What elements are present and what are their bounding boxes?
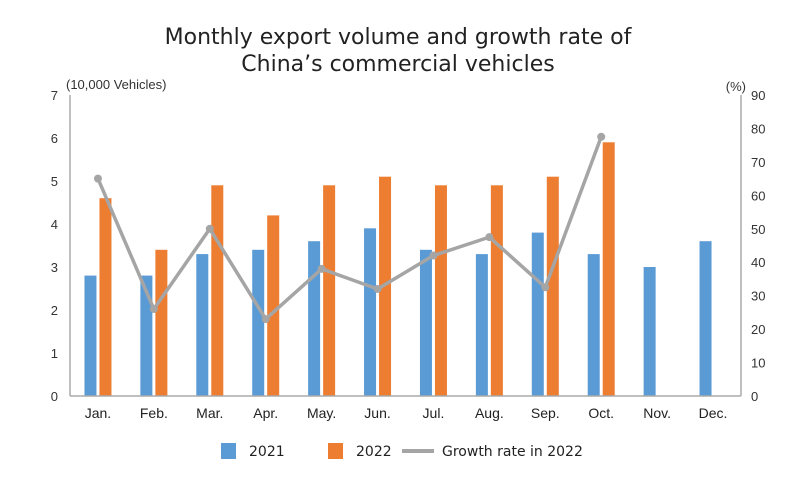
bar-2021 <box>587 254 600 396</box>
chart-title-line-2: China’s commercial vehicles <box>241 52 554 77</box>
x-tick-label: Aug. <box>475 405 504 421</box>
y-right-tick-label: 80 <box>751 121 765 136</box>
y-left-tick-label: 2 <box>51 303 58 318</box>
bar-2022 <box>546 176 559 396</box>
x-tick-label: Jan. <box>85 405 111 421</box>
growth-point <box>373 284 382 293</box>
bar-2021 <box>364 228 377 396</box>
growth-point <box>205 224 214 233</box>
x-tick-label: Dec. <box>699 405 728 421</box>
y-left-tick-label: 5 <box>51 174 58 189</box>
bar-2022 <box>267 215 280 396</box>
bar-2021 <box>308 241 321 396</box>
y-left-tick-label: 4 <box>51 217 58 232</box>
y-right-tick-label: 90 <box>751 88 765 103</box>
growth-point <box>541 283 550 292</box>
growth-point <box>317 264 326 273</box>
legend: 2021 2022 Growth rate in 2022 <box>221 443 583 460</box>
y-right-tick-label: 70 <box>751 155 765 170</box>
bar-2022 <box>99 198 112 396</box>
y-right-unit: (%) <box>726 79 746 94</box>
bar-2021 <box>84 275 97 396</box>
bar-2022 <box>155 249 168 396</box>
bar-2021 <box>419 249 432 396</box>
x-tick-label: Sep. <box>531 405 560 421</box>
bar-2022 <box>434 185 447 396</box>
x-tick-label: Jul. <box>423 405 445 421</box>
y-right-tick-label: 40 <box>751 255 765 270</box>
y-left-tick-label: 3 <box>51 260 58 275</box>
y-right-tick-label: 20 <box>751 322 765 337</box>
growth-point <box>149 305 158 314</box>
bar-2021 <box>531 232 544 396</box>
y-right-tick-label: 30 <box>751 289 765 304</box>
y-right-tick-label: 10 <box>751 356 765 371</box>
chart-title-line-1: Monthly export volume and growth rate of <box>165 25 633 50</box>
x-tick-label: Jun. <box>364 405 390 421</box>
growth-point <box>597 132 606 141</box>
bar-2022 <box>211 185 224 396</box>
legend-label: 2021 <box>249 444 285 460</box>
bar-2022 <box>490 185 503 396</box>
growth-point <box>429 251 438 260</box>
bar-2021 <box>643 267 656 396</box>
y-right-tick-label: 0 <box>751 389 758 404</box>
y-left-tick-label: 7 <box>51 88 58 103</box>
legend-label: Growth rate in 2022 <box>442 444 583 460</box>
y-right-tick-label: 60 <box>751 188 765 203</box>
y-left-tick-label: 6 <box>51 131 58 146</box>
bar-2021 <box>140 275 153 396</box>
growth-line <box>96 136 603 321</box>
x-tick-label: Mar. <box>196 405 223 421</box>
growth-point <box>485 233 494 242</box>
bar-2021 <box>252 249 265 396</box>
growth-point <box>261 315 270 324</box>
x-tick-label: May. <box>307 405 336 421</box>
legend-swatch-2021 <box>221 443 236 459</box>
y-left-tick-label: 0 <box>51 389 58 404</box>
bar-2021 <box>196 254 209 396</box>
legend-label: 2022 <box>356 444 392 460</box>
x-tick-label: Apr. <box>253 405 278 421</box>
x-tick-label: Feb. <box>140 405 168 421</box>
x-tick-label: Oct. <box>588 405 614 421</box>
bar-2021 <box>699 241 712 396</box>
bar-2021 <box>475 254 488 396</box>
y-right-tick-label: 50 <box>751 222 765 237</box>
bar-2022 <box>602 142 615 396</box>
y-left-tick-label: 1 <box>51 346 58 361</box>
legend-swatch-2022 <box>328 443 343 459</box>
y-left-unit: (10,000 Vehicles) <box>66 77 166 92</box>
growth-point <box>93 174 102 183</box>
x-tick-label: Nov. <box>643 405 671 421</box>
bar-2022 <box>323 185 336 396</box>
